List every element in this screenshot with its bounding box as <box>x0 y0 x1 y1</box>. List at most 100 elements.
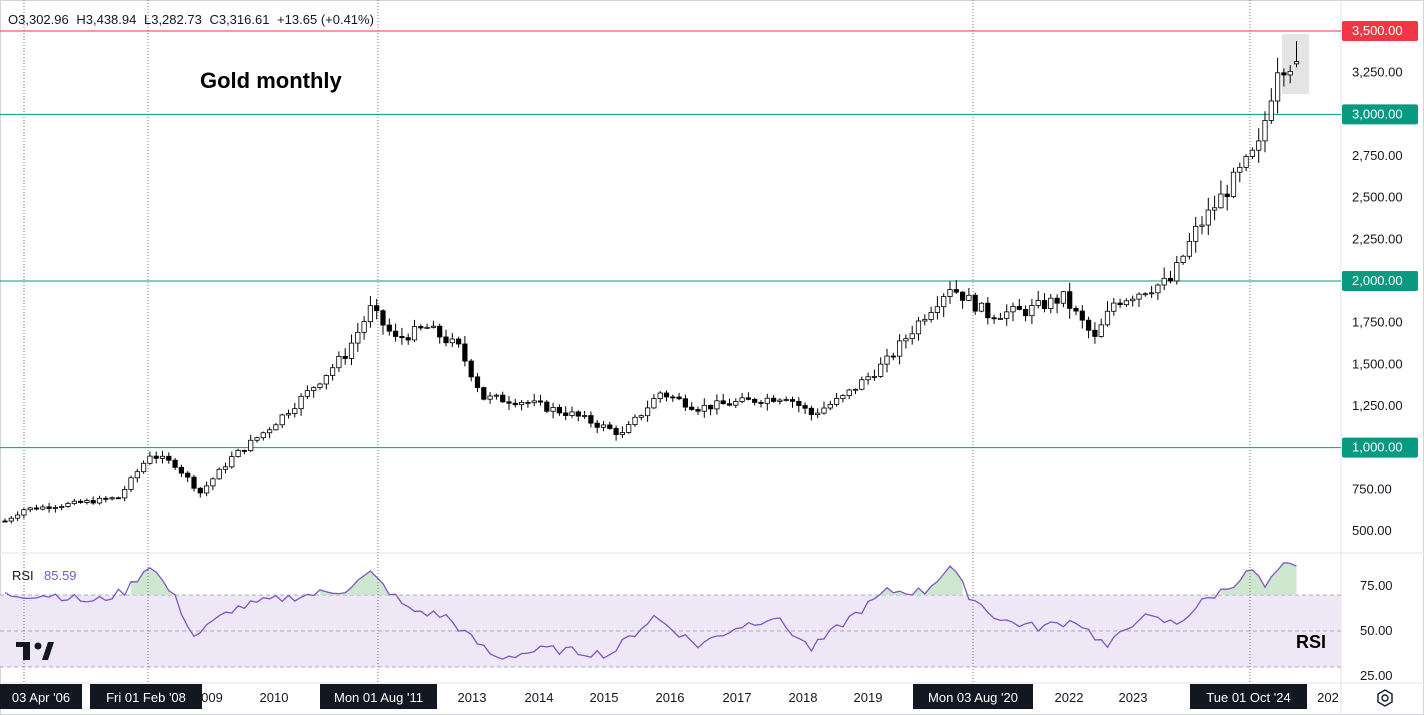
tradingview-logo[interactable] <box>16 642 54 660</box>
candle <box>846 388 852 400</box>
date-marker-label: Tue 01 Oct '24 <box>1206 690 1290 705</box>
candle <box>720 393 726 405</box>
candle <box>147 451 153 465</box>
candle <box>1029 299 1035 324</box>
candle <box>808 405 815 421</box>
candle <box>745 392 752 401</box>
candle <box>676 392 682 401</box>
candle <box>178 464 184 478</box>
candle <box>1035 291 1041 309</box>
candle <box>1218 180 1224 209</box>
candle <box>1086 316 1092 339</box>
candle <box>834 392 840 407</box>
candle <box>985 297 991 325</box>
rsi-value: 85.59 <box>44 568 77 583</box>
rsi-tick-label: 50.00 <box>1360 623 1393 638</box>
candle <box>260 431 266 441</box>
candle <box>159 450 166 464</box>
candle <box>65 501 71 508</box>
candle <box>638 414 644 421</box>
candle <box>336 351 342 372</box>
candle <box>1041 293 1048 313</box>
year-tick-label: 2018 <box>789 690 818 705</box>
candle <box>380 309 386 335</box>
candle <box>600 420 607 432</box>
candle <box>273 422 279 431</box>
candle <box>109 496 115 501</box>
candle <box>8 515 14 524</box>
candle <box>978 302 985 313</box>
candle <box>367 296 374 328</box>
candle <box>512 398 518 408</box>
candle <box>1281 68 1287 87</box>
candle <box>462 335 468 367</box>
candle <box>506 396 512 410</box>
candle <box>997 312 1004 320</box>
candle <box>1287 65 1293 84</box>
year-tick-label: 2023 <box>1119 690 1148 705</box>
candle <box>1079 305 1085 329</box>
price-level-badge-label: 3,500.00 <box>1352 23 1403 38</box>
rsi-tick-label: 75.00 <box>1360 578 1393 593</box>
candle <box>437 323 443 344</box>
candle <box>216 467 222 480</box>
candle <box>411 319 418 343</box>
candle <box>752 397 758 406</box>
candle <box>859 376 865 391</box>
date-marker-label: Fri 01 Feb '08 <box>106 690 186 705</box>
candle <box>266 427 273 439</box>
candle <box>783 396 789 402</box>
rsi-label: RSI <box>12 568 34 583</box>
ohlc-header: O3,302.96 H3,438.94 L3,282.73 C3,316.61 … <box>8 12 374 27</box>
candle <box>815 408 821 419</box>
candle <box>865 372 871 385</box>
price-tick-label: 2,250.00 <box>1352 231 1403 246</box>
year-tick-label: 2010 <box>260 690 289 705</box>
candle <box>651 394 657 410</box>
candle <box>827 400 833 411</box>
candle <box>71 498 77 506</box>
candle <box>928 306 934 323</box>
candle <box>897 334 903 365</box>
candle <box>348 334 355 366</box>
price-tick-label: 2,750.00 <box>1352 148 1403 163</box>
candle <box>726 398 733 407</box>
candle <box>279 413 285 429</box>
candle <box>777 398 783 405</box>
candle <box>613 425 619 441</box>
candle <box>1155 283 1161 300</box>
candle <box>285 409 292 419</box>
candle <box>140 460 147 474</box>
rsi-annotation: RSI <box>1296 632 1326 652</box>
candle <box>33 504 40 511</box>
date-marker-badge <box>90 684 202 709</box>
year-tick-label: 009 <box>201 690 223 705</box>
candle <box>1016 298 1022 311</box>
candle <box>14 511 21 521</box>
candle <box>714 394 720 415</box>
candle <box>399 327 405 345</box>
candle <box>172 457 178 470</box>
candle <box>329 363 336 381</box>
candle <box>657 391 663 403</box>
gear-icon[interactable] <box>1377 689 1393 707</box>
candle <box>941 293 947 318</box>
candle <box>1136 292 1142 307</box>
price-tick-label: 2,500.00 <box>1352 190 1403 205</box>
candle <box>1098 318 1104 338</box>
candle <box>563 406 569 421</box>
candle <box>972 292 978 315</box>
candle <box>443 329 449 347</box>
candle <box>1262 111 1268 153</box>
candle <box>1174 255 1180 285</box>
candle <box>1180 254 1186 265</box>
candle <box>2 518 8 523</box>
candle <box>670 394 676 402</box>
price-level-badge-label: 3,000.00 <box>1352 106 1403 121</box>
candle <box>909 325 915 345</box>
candle <box>588 411 594 428</box>
candle <box>1142 292 1148 297</box>
year-tick-label: 2013 <box>458 690 487 705</box>
candle <box>481 386 487 401</box>
date-marker-badge <box>1190 684 1307 709</box>
